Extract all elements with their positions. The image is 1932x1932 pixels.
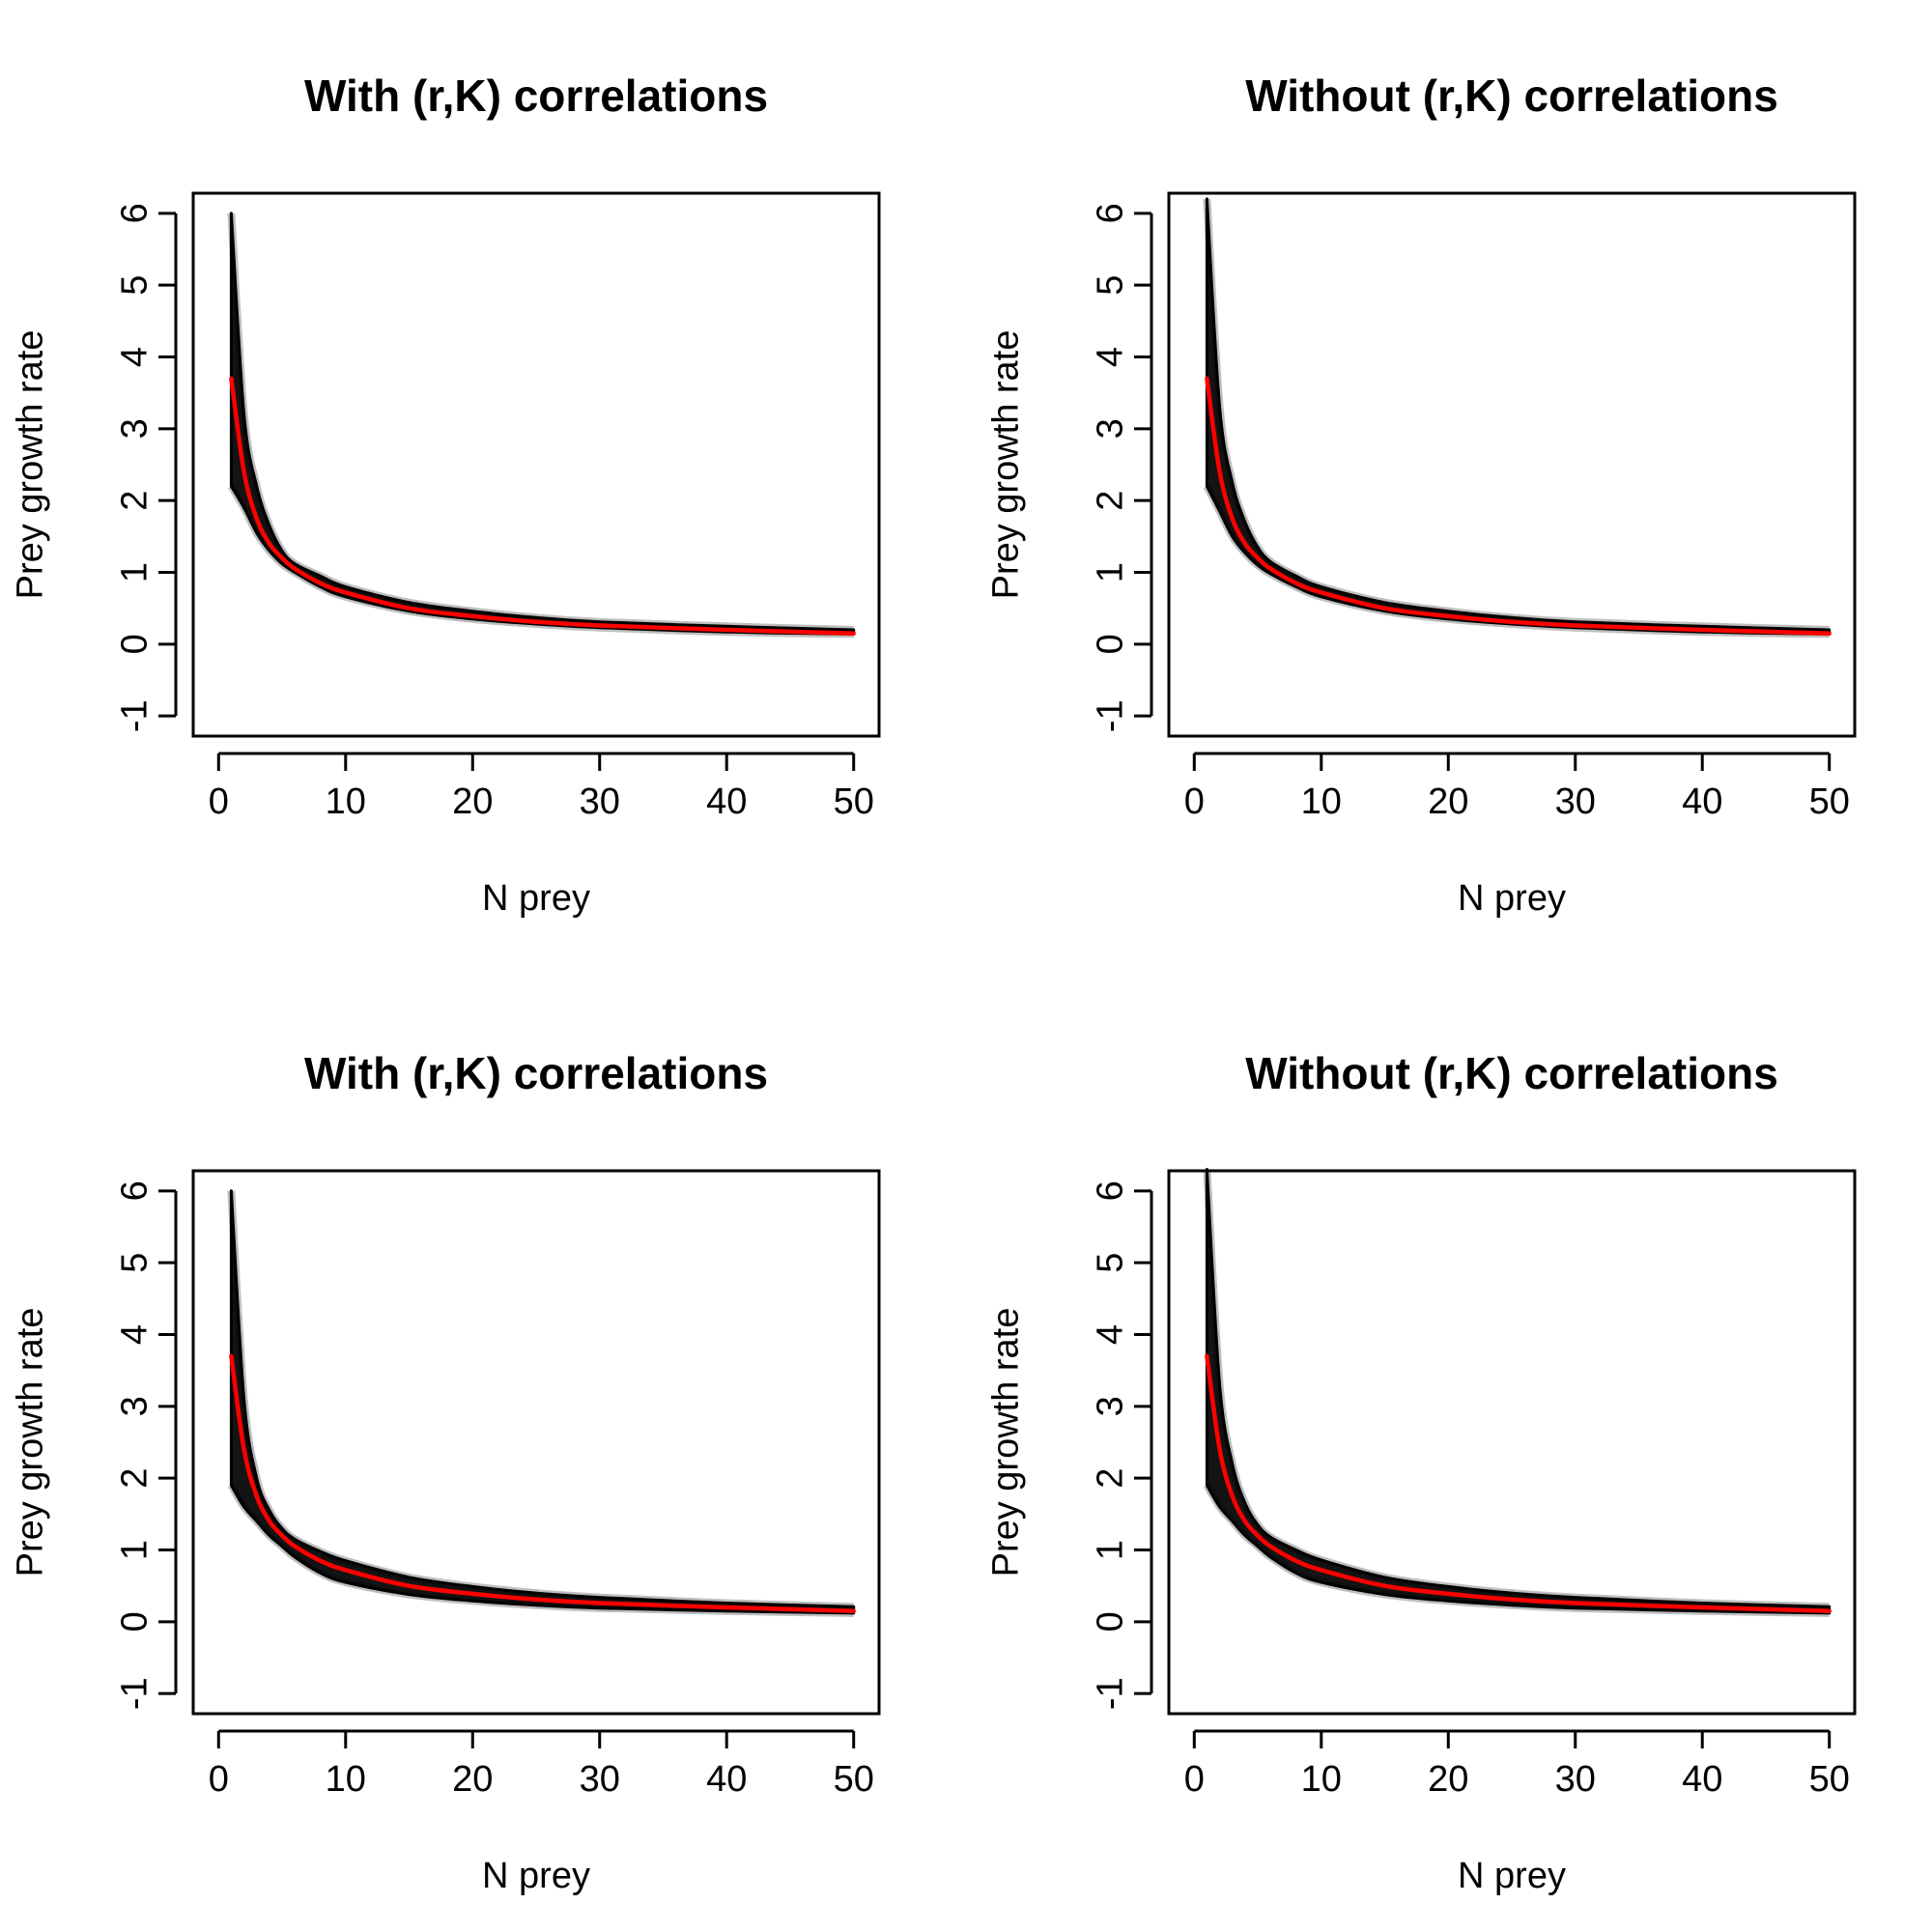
x-tick-label: 30 [580,1759,620,1800]
x-axis-label: N prey [482,1856,590,1896]
series-line-ensemble-upper [1203,198,1830,634]
panel-title: With (r,K) correlations [304,71,768,121]
ensemble-band [229,212,856,636]
plot-frame [191,191,881,738]
x-tick-label: 10 [1301,781,1342,822]
panel-1: With (r,K) correlations 0 10 20 30 40 50 -1 0 1 2 3… [10,71,881,919]
series-line-mean [229,1353,856,1613]
plot-frame [1167,191,1857,738]
series-line-ensemble-upper [1203,1169,1830,1611]
x-tick-label: 50 [834,1759,874,1800]
y-tick-label: 5 [114,275,155,296]
x-tick-label: 30 [1555,1759,1596,1800]
x-tick-label: 40 [1682,781,1722,822]
y-tick-label: 3 [114,1396,155,1416]
ensemble-band [1205,197,1832,636]
panel-2: Without (r,K) correlations 0 10 20 30 40 50 -1 0… [985,71,1857,919]
y-tick-label: 6 [1090,203,1130,223]
x-tick-label: 0 [209,781,229,822]
y-tick-label: -1 [1090,1677,1130,1710]
y-tick-label: 4 [1090,347,1130,367]
panel-title: With (r,K) correlations [304,1048,768,1098]
y-tick-label: 1 [1090,1540,1130,1560]
panel-3: With (r,K) correlations 0 10 20 30 40 50 -1 0 1 2 3… [10,1048,881,1896]
series-line-ensemble-upper [227,213,854,634]
series-line-ensemble-lower [1203,1483,1830,1617]
plot-frame [1167,1169,1857,1716]
x-tick-label: 50 [1809,1759,1850,1800]
ensemble-band [229,1189,856,1615]
x-axis-label: N prey [1458,878,1566,919]
plot-frame [191,1169,881,1716]
ensemble-band [1205,1168,1832,1615]
x-tick-label: 0 [1184,781,1205,822]
x-tick-label: 40 [1682,1759,1722,1800]
y-tick-label: 6 [114,1180,155,1201]
series-line-mean [229,376,856,636]
series-line-mean [1205,1353,1832,1613]
x-tick-label: 50 [834,781,874,822]
y-tick-label: 5 [1090,1253,1130,1273]
panel-4: Without (r,K) correlations 0 10 20 30 40 50 -1 0… [985,1048,1857,1896]
y-tick-label: 3 [1090,1396,1130,1416]
x-axis-label: N prey [1458,1856,1566,1896]
y-tick-label: 2 [1090,1468,1130,1489]
y-axis-label: Prey growth rate [10,330,50,600]
y-tick-label: 3 [1090,418,1130,439]
y-tick-label: 2 [114,491,155,511]
panel-title: Without (r,K) correlations [1245,71,1778,121]
x-tick-label: 40 [706,781,747,822]
series-line-ensemble-upper [227,1190,854,1611]
y-tick-label: 3 [114,418,155,439]
y-tick-label: 6 [1090,1180,1130,1201]
y-tick-label: 1 [1090,562,1130,582]
y-tick-label: 5 [1090,275,1130,296]
x-tick-label: 10 [1301,1759,1342,1800]
y-tick-label: 2 [114,1468,155,1489]
x-tick-label: 50 [1809,781,1850,822]
series-line-ensemble-lower [1203,484,1830,639]
series-line-ensemble-lower [227,484,854,639]
y-axis-label: Prey growth rate [985,1308,1026,1577]
x-tick-label: 0 [209,1759,229,1800]
x-axis-label: N prey [482,878,590,919]
series-line-ensemble-lower [227,1483,854,1617]
x-tick-label: 40 [706,1759,747,1800]
x-tick-label: 10 [326,781,366,822]
y-tick-label: 0 [114,1611,155,1632]
x-tick-label: 30 [580,781,620,822]
x-tick-label: 30 [1555,781,1596,822]
y-tick-label: 0 [1090,634,1130,654]
x-tick-label: 10 [326,1759,366,1800]
y-tick-label: 6 [114,203,155,223]
y-tick-label: -1 [114,699,155,732]
x-tick-label: 20 [1428,1759,1468,1800]
y-tick-label: 0 [1090,1611,1130,1632]
panel-title: Without (r,K) correlations [1245,1048,1778,1098]
y-axis-label: Prey growth rate [985,330,1026,600]
y-tick-label: 0 [114,634,155,654]
y-axis-label: Prey growth rate [10,1308,50,1577]
x-tick-label: 20 [452,781,493,822]
series-line-mean [1205,376,1832,636]
x-tick-label: 20 [1428,781,1468,822]
y-tick-label: 2 [1090,491,1130,511]
x-tick-label: 20 [452,1759,493,1800]
x-tick-label: 0 [1184,1759,1205,1800]
y-tick-label: 4 [114,1324,155,1345]
y-tick-label: -1 [1090,699,1130,732]
y-tick-label: -1 [114,1677,155,1710]
y-tick-label: 4 [1090,1324,1130,1345]
y-tick-label: 1 [114,562,155,582]
y-tick-label: 4 [114,347,155,367]
y-tick-label: 5 [114,1253,155,1273]
y-tick-label: 1 [114,1540,155,1560]
